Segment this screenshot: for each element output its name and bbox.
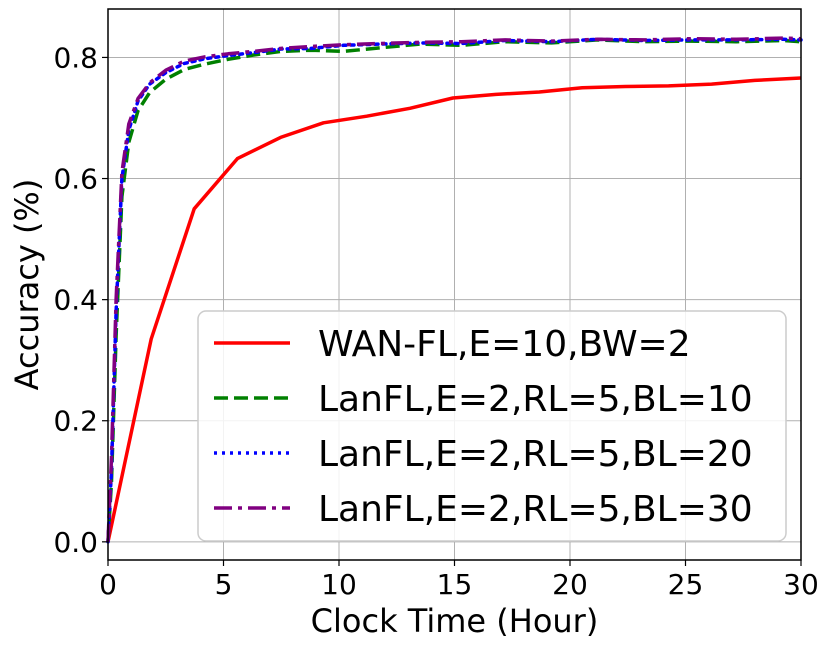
legend-label: LanFL,E=2,RL=5,BL=30 (318, 489, 753, 530)
x-axis-ticks: 0 5 10 15 20 25 30 (99, 560, 819, 601)
y-tick-label: 0.0 (53, 526, 98, 559)
x-tick-label: 25 (668, 568, 704, 601)
x-tick-label: 10 (321, 568, 357, 601)
x-tick-label: 15 (437, 568, 473, 601)
x-axis-label: Clock Time (Hour) (311, 602, 599, 640)
x-tick-label: 0 (99, 568, 117, 601)
y-axis-label: Accuracy (%) (8, 179, 46, 391)
y-tick-label: 0.6 (53, 163, 98, 196)
legend-label: WAN-FL,E=10,BW=2 (318, 324, 691, 365)
legend-box (197, 310, 787, 542)
legend-label: LanFL,E=2,RL=5,BL=20 (318, 434, 753, 475)
x-tick-label: 5 (215, 568, 233, 601)
y-tick-label: 0.2 (53, 405, 98, 438)
series-line-0 (106, 76, 802, 543)
x-tick-label: 30 (783, 568, 819, 601)
legend: WAN-FL,E=10,BW=2 LanFL,E=2,RL=5,BL=10 LanF… (197, 310, 787, 542)
series-lines (106, 36, 803, 544)
y-tick-label: 0.4 (53, 284, 98, 317)
legend-label: LanFL,E=2,RL=5,BL=10 (318, 379, 753, 420)
y-tick-label: 0.8 (53, 41, 98, 74)
series-line-3 (106, 36, 802, 542)
y-axis-ticks: 0.0 0.2 0.4 0.6 0.8 (53, 41, 108, 559)
x-tick-label: 20 (552, 568, 588, 601)
